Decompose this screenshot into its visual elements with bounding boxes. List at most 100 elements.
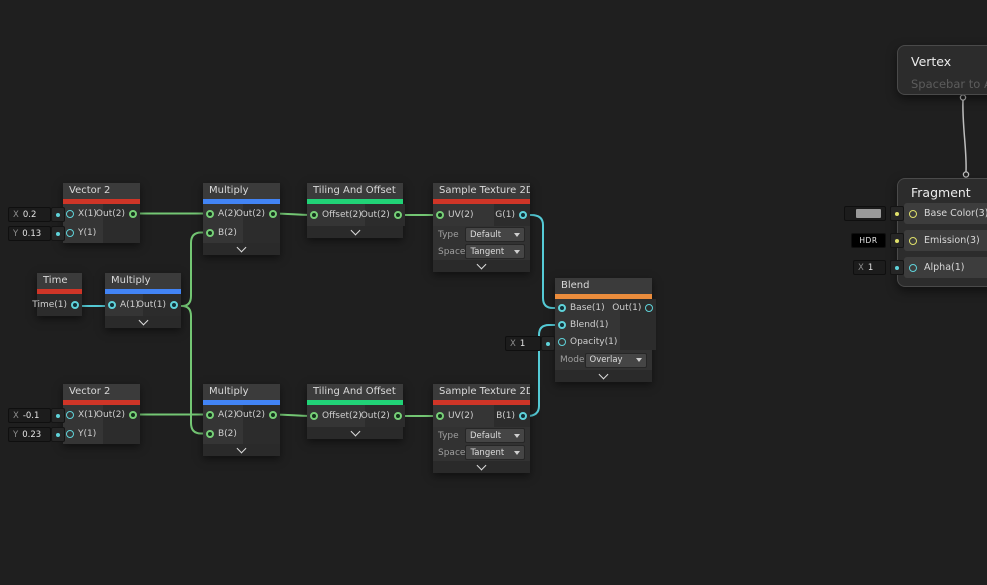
- input-port-a[interactable]: [108, 301, 116, 309]
- node-accent-bar: [37, 289, 82, 294]
- emission-port[interactable]: [909, 236, 917, 245]
- output-port[interactable]: [269, 410, 277, 419]
- node-blend[interactable]: Blend Base(1) Blend(1) Opacity(1) Out(1)…: [555, 278, 657, 382]
- input-port-y[interactable]: [66, 228, 74, 237]
- input-port-x[interactable]: [66, 410, 74, 419]
- port-stub: [51, 408, 65, 423]
- input-port-offset[interactable]: [310, 412, 318, 420]
- node-time[interactable]: Time Time(1): [32, 273, 82, 316]
- field-label: X: [858, 262, 864, 273]
- collapse-toggle[interactable]: [203, 443, 280, 456]
- output-port[interactable]: [393, 412, 402, 420]
- input-port-opacity[interactable]: [558, 337, 566, 346]
- field-value: 0.13: [22, 228, 42, 239]
- output-port[interactable]: [269, 209, 277, 218]
- collapse-toggle[interactable]: [433, 259, 530, 272]
- emission-color-field[interactable]: HDR: [851, 233, 886, 248]
- alpha-port[interactable]: [909, 263, 917, 272]
- output-port[interactable]: [129, 209, 137, 218]
- block-base-color[interactable]: Base Color(3): [904, 203, 987, 224]
- node-accent-bar: [105, 289, 181, 294]
- stub-dot: [56, 413, 60, 418]
- output-port[interactable]: [519, 211, 527, 219]
- input-port-uv[interactable]: [436, 211, 444, 219]
- input-port-uv[interactable]: [436, 412, 444, 420]
- node-title: Tiling And Offset: [307, 183, 403, 199]
- chevron-down-icon: [350, 225, 360, 236]
- block-alpha[interactable]: Alpha(1): [904, 257, 987, 278]
- node-title: Blend: [555, 278, 652, 294]
- wire-vertex-to-fragment[interactable]: [962, 99, 967, 173]
- wire-timemultiply-to-multiplybottom-b[interactable]: [174, 305, 206, 435]
- node-multiply-bottom[interactable]: Multiply A(2) B(2) Out(2): [203, 384, 280, 456]
- base-color-swatch[interactable]: [856, 209, 881, 218]
- fragment-top-port[interactable]: [962, 171, 970, 178]
- input-port-a[interactable]: [206, 209, 214, 218]
- input-port-b[interactable]: [206, 429, 214, 438]
- collapse-toggle[interactable]: [203, 242, 280, 255]
- node-accent-bar: [203, 199, 280, 204]
- node-title: Sample Texture 2D: [433, 384, 530, 400]
- blend-opacity-field[interactable]: X 1: [505, 336, 541, 351]
- node-accent-bar: [433, 400, 530, 405]
- input-port-b[interactable]: [206, 228, 214, 237]
- node-tiling-offset-bottom[interactable]: Tiling And Offset Offset(2) Out(2): [307, 384, 405, 439]
- port-label: Out(2): [235, 409, 265, 420]
- output-port[interactable]: [519, 412, 527, 420]
- wire-sampletop-to-blend-base[interactable]: [523, 214, 559, 309]
- chevron-down-icon: [236, 443, 247, 454]
- alpha-field[interactable]: X 1: [853, 260, 886, 275]
- dropdown-value: Default: [470, 430, 502, 441]
- port-label: Out(2): [95, 409, 125, 420]
- mode-dropdown[interactable]: Overlay: [584, 352, 647, 368]
- node-tiling-offset-top[interactable]: Tiling And Offset Offset(2) Out(2): [307, 183, 405, 238]
- vertex-bottom-port[interactable]: [959, 94, 967, 101]
- node-sample-texture-top[interactable]: Sample Texture 2D UV(2) G(1) Type Defaul…: [433, 183, 530, 272]
- input-port-blend[interactable]: [558, 320, 566, 329]
- port-label: G(1): [495, 210, 515, 220]
- node-multiply-time[interactable]: Multiply A(1) Out(1): [105, 273, 181, 328]
- collapse-toggle[interactable]: [307, 426, 403, 439]
- input-port-base[interactable]: [558, 303, 566, 312]
- node-title: Multiply: [105, 273, 181, 289]
- node-vector2-top[interactable]: Vector 2 X(1) Y(1) Out(2): [63, 183, 140, 243]
- type-dropdown[interactable]: Default: [465, 227, 525, 242]
- node-accent-bar: [203, 400, 280, 405]
- setting-label: Type: [438, 430, 459, 441]
- input-port-y[interactable]: [66, 429, 74, 438]
- base-color-field[interactable]: [844, 206, 886, 221]
- node-sample-texture-bottom[interactable]: Sample Texture 2D UV(2) B(1) Type Defaul…: [433, 384, 530, 473]
- vector-y-field[interactable]: Y 0.23: [8, 427, 51, 442]
- port-label: Opacity(1): [570, 336, 618, 347]
- output-port[interactable]: [129, 410, 137, 419]
- node-multiply-top[interactable]: Multiply A(2) B(2) Out(2): [203, 183, 280, 255]
- input-port-a[interactable]: [206, 410, 214, 419]
- wire-samplebottom-to-blend-blend[interactable]: [523, 324, 559, 417]
- type-dropdown[interactable]: Default: [465, 428, 525, 443]
- collapse-toggle[interactable]: [433, 460, 530, 473]
- input-port-offset[interactable]: [310, 211, 318, 219]
- vector-x-field[interactable]: X -0.1: [8, 408, 51, 423]
- stub-dot: [895, 211, 899, 216]
- output-port[interactable]: [393, 211, 402, 219]
- base-color-port[interactable]: [909, 209, 917, 218]
- output-port[interactable]: [170, 301, 178, 309]
- dropdown-value: Default: [470, 229, 502, 240]
- output-port[interactable]: [645, 303, 654, 312]
- output-port[interactable]: [71, 301, 79, 309]
- add-block-placeholder[interactable]: Spacebar to Add: [911, 77, 987, 91]
- vector-x-field[interactable]: X 0.2: [8, 207, 51, 222]
- vertex-context-block[interactable]: Vertex Spacebar to Add: [897, 45, 987, 95]
- block-emission[interactable]: Emission(3): [904, 230, 987, 251]
- input-port-x[interactable]: [66, 209, 74, 218]
- node-vector2-bottom[interactable]: Vector 2 X(1) Y(1) Out(2): [63, 384, 140, 444]
- vector-y-field[interactable]: Y 0.13: [8, 226, 51, 241]
- fragment-context-block[interactable]: Fragment Base Color(3) Emission(3) Alpha…: [897, 178, 987, 287]
- collapse-toggle[interactable]: [105, 315, 181, 328]
- collapse-toggle[interactable]: [307, 225, 403, 238]
- space-dropdown[interactable]: Tangent: [465, 445, 525, 460]
- space-dropdown[interactable]: Tangent: [465, 244, 525, 259]
- field-value: -0.1: [22, 410, 40, 421]
- collapse-toggle[interactable]: [555, 369, 652, 382]
- chevron-down-icon: [476, 460, 487, 471]
